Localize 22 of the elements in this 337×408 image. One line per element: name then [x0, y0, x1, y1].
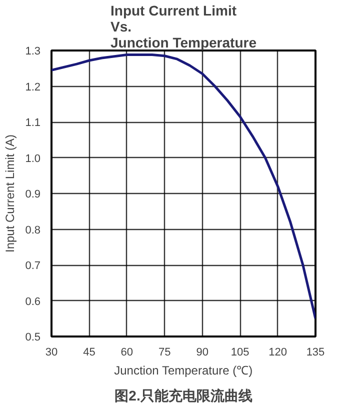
x-tick-label: 135: [306, 346, 325, 358]
y-tick-label: 1.0: [25, 152, 41, 165]
y-tick-label: 0.7: [25, 260, 41, 272]
x-tick-label: 30: [45, 346, 58, 358]
x-tick-label: 75: [158, 346, 171, 358]
y-tick-label: 1.2: [25, 81, 41, 94]
y-tick-label: 0.9: [25, 188, 41, 200]
x-tick-label: 60: [120, 346, 134, 358]
y-axis-title: Input Current Limit (A): [3, 134, 18, 253]
x-tick-label: 120: [268, 346, 287, 358]
y-tick-label: 1.3: [25, 46, 41, 58]
x-tick-label: 105: [230, 346, 250, 358]
line-series: [52, 54, 316, 320]
x-axis-title: Junction Temperature (℃): [114, 364, 253, 378]
x-tick-label: 45: [83, 346, 96, 358]
y-tick-label: 1.1: [25, 117, 41, 129]
caption: 图2.只能充电限流曲线: [114, 388, 252, 404]
chart-title: Input Current Limit Vs. Junction Temperature: [110, 2, 257, 50]
x-tick-label: 90: [196, 346, 208, 358]
y-tick-label: 0.5: [25, 332, 41, 344]
y-tick-label: 0.6: [25, 296, 41, 308]
y-tick-label: 0.8: [25, 224, 41, 236]
